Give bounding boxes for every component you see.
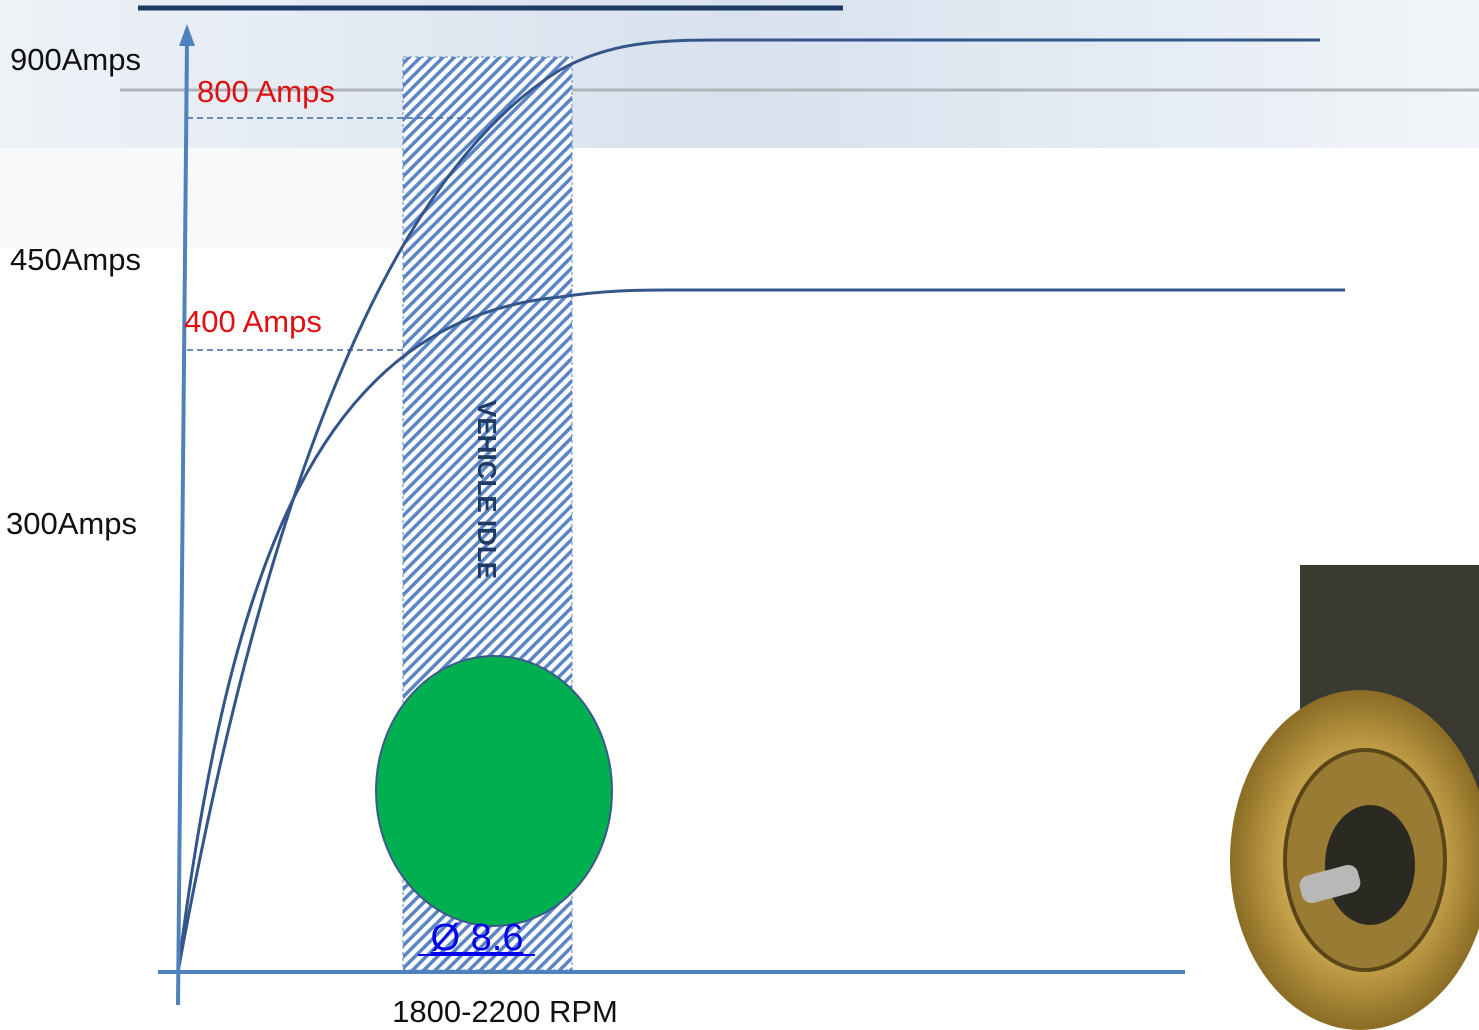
level-label: 400 Amps bbox=[184, 304, 322, 339]
link[interactable]: Ø 8.6 bbox=[431, 917, 524, 959]
y-label: 300Amps bbox=[6, 506, 137, 541]
motor-image bbox=[1230, 565, 1479, 1030]
y-axis-arrow bbox=[179, 24, 195, 46]
y-label: 900Amps bbox=[10, 42, 141, 77]
header-background bbox=[0, 0, 1479, 148]
x-label: 1800-2200 RPM bbox=[392, 994, 618, 1029]
motor-bore bbox=[1325, 805, 1415, 925]
green-marker bbox=[375, 655, 613, 927]
level-label: 800 Amps bbox=[197, 74, 335, 109]
y-axis bbox=[176, 39, 189, 1006]
lower-curve bbox=[176, 288, 1345, 973]
y-label: 450Amps bbox=[10, 242, 141, 277]
upper-curve bbox=[176, 38, 1320, 973]
idle-label: VEHICLE IDLE bbox=[472, 400, 502, 579]
motor-shaft bbox=[1299, 864, 1361, 904]
